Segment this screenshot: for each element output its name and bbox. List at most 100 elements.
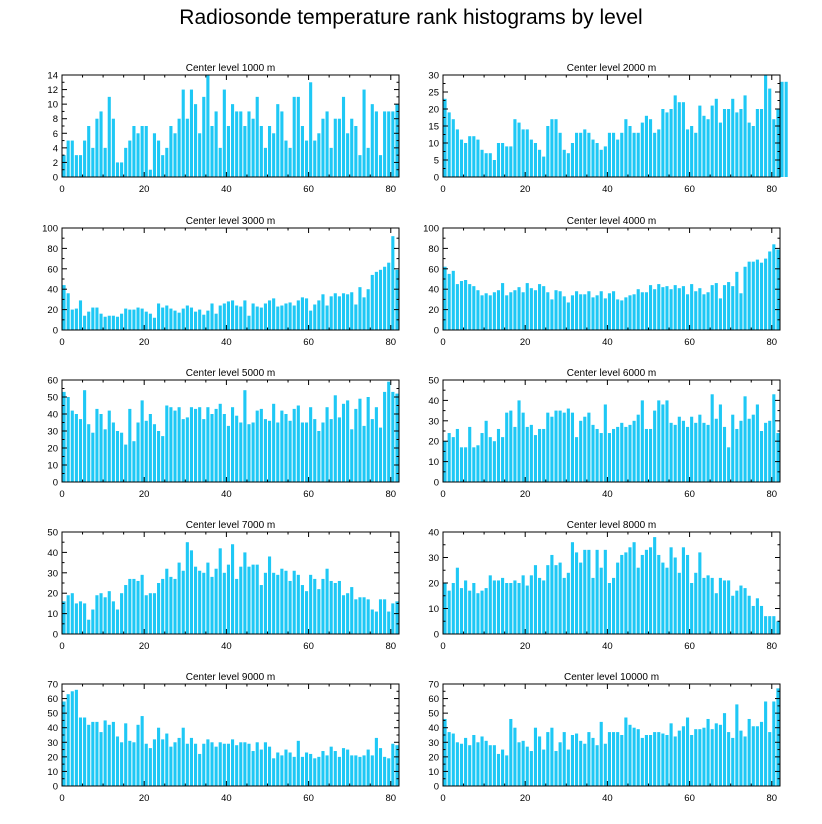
histogram-bar <box>669 547 673 634</box>
histogram-bar <box>354 304 358 330</box>
histogram-bar <box>70 309 74 330</box>
histogram-bar <box>296 300 300 330</box>
histogram-bar <box>546 126 550 177</box>
histogram-bar <box>370 755 374 786</box>
histogram-bar <box>177 407 181 482</box>
histogram-bar <box>350 429 354 482</box>
histogram-bar <box>370 419 374 482</box>
histogram-bar <box>165 305 169 330</box>
histogram-bar <box>206 310 210 330</box>
histogram-bar <box>337 756 341 786</box>
y-tick-label: 10 <box>47 609 58 620</box>
histogram-bar <box>521 575 525 634</box>
histogram-bar <box>206 407 210 482</box>
histogram-bar <box>247 743 251 786</box>
histogram-bar <box>173 310 177 330</box>
histogram-bar <box>210 576 214 634</box>
histogram-bar <box>321 578 325 634</box>
histogram-bar <box>284 303 288 330</box>
histogram-bar <box>173 133 177 177</box>
histogram-bar <box>255 306 259 330</box>
y-tick-label: 10 <box>47 461 58 472</box>
histogram-bar <box>640 737 644 786</box>
histogram-bar <box>366 147 370 177</box>
histogram-bar <box>346 749 350 786</box>
histogram-bar <box>714 723 718 786</box>
histogram-bar <box>362 425 366 482</box>
histogram-bar <box>755 726 759 786</box>
histogram-bar <box>161 578 165 634</box>
histogram-bar <box>309 82 313 177</box>
histogram-bar <box>517 742 521 786</box>
histogram-bar <box>255 410 259 482</box>
histogram-bar <box>648 735 653 786</box>
histogram-bar <box>776 433 780 482</box>
histogram-bar <box>214 746 218 786</box>
histogram-bar <box>321 751 325 786</box>
x-tick-label: 80 <box>385 793 396 804</box>
histogram-bar <box>313 758 317 786</box>
histogram-bar <box>764 422 768 482</box>
histogram-bar <box>492 580 496 634</box>
x-tick-label: 40 <box>221 489 232 500</box>
y-tick-label: 20 <box>47 444 58 455</box>
histogram-bar <box>694 729 698 786</box>
histogram-bar <box>210 742 214 786</box>
histogram-bar <box>570 295 575 330</box>
histogram-bar <box>533 143 538 177</box>
histogram-bar <box>78 419 83 482</box>
histogram-bar <box>751 605 755 634</box>
histogram-bar <box>358 398 362 482</box>
histogram-bar <box>624 717 628 786</box>
histogram-bar <box>447 732 451 786</box>
histogram-bar <box>710 394 714 482</box>
histogram-bar <box>231 544 235 634</box>
histogram-bar <box>148 169 152 177</box>
histogram-bar <box>259 585 263 634</box>
histogram-bar <box>739 109 743 177</box>
histogram-bar <box>702 294 706 330</box>
histogram-bar <box>103 597 107 634</box>
histogram-bar <box>95 595 99 634</box>
histogram-bar <box>607 732 611 786</box>
histogram-bar <box>198 570 202 634</box>
histogram-bar <box>443 98 447 177</box>
histogram-bar <box>583 294 587 330</box>
y-tick-label: 20 <box>428 305 439 316</box>
histogram-bar <box>525 746 529 786</box>
histogram-bar <box>152 317 157 330</box>
histogram-bar <box>313 304 317 330</box>
histogram-bar <box>189 307 194 330</box>
y-tick-label: 0 <box>53 173 58 184</box>
histogram-bar <box>747 418 751 482</box>
histogram-bar <box>395 601 399 634</box>
histogram-bar <box>653 410 657 482</box>
histogram-bar <box>259 408 263 482</box>
x-tick-label: 0 <box>440 337 445 348</box>
histogram-bar <box>111 601 115 634</box>
histogram-bar <box>272 403 276 482</box>
histogram-bar <box>144 743 148 786</box>
histogram-bar <box>185 305 189 330</box>
histogram-bar <box>640 122 644 177</box>
histogram-bar <box>759 109 764 177</box>
x-tick-label: 60 <box>303 184 314 195</box>
histogram-bar <box>616 426 620 482</box>
histogram-bar <box>648 428 653 482</box>
histogram-bar <box>603 743 607 786</box>
histogram-bar <box>185 542 189 634</box>
histogram-bar <box>538 577 542 634</box>
histogram-bar <box>66 397 70 482</box>
histogram-bar <box>616 139 620 177</box>
histogram-bar <box>169 126 173 177</box>
x-tick-label: 20 <box>139 641 150 652</box>
histogram-bar <box>583 416 587 482</box>
histogram-bar <box>496 290 501 330</box>
histogram-bar <box>350 292 354 330</box>
histogram-bar <box>329 296 333 330</box>
histogram-bar <box>735 271 739 330</box>
histogram-bar <box>374 737 378 786</box>
histogram-bar <box>87 311 91 330</box>
histogram-bar <box>358 287 362 330</box>
histogram-bar <box>383 266 387 330</box>
